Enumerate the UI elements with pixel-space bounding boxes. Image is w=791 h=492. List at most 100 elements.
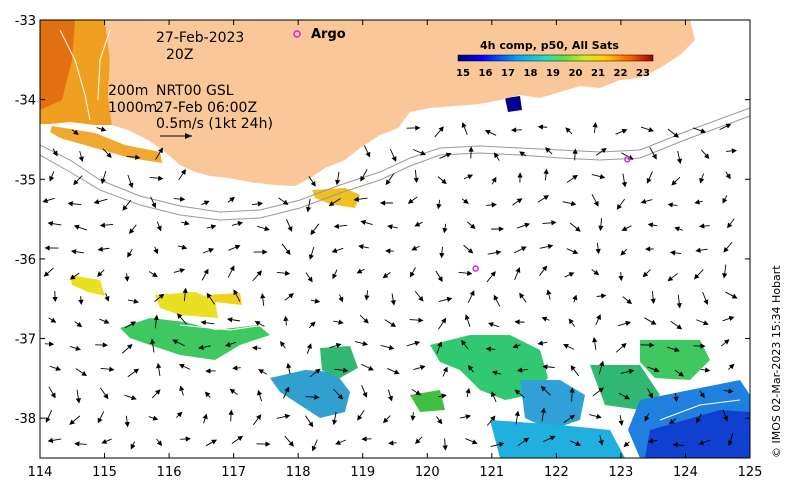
x-tick-label: 123 xyxy=(608,465,633,480)
isobath-200m xyxy=(40,107,750,213)
x-tick-label: 114 xyxy=(28,465,53,480)
current-arrow xyxy=(353,196,368,202)
current-arrow xyxy=(615,342,627,353)
current-arrow xyxy=(622,296,633,305)
current-arrow xyxy=(278,197,289,205)
sst-patch-yellow-3 xyxy=(205,293,242,305)
isobath-1000-label: 1000m xyxy=(108,100,157,116)
current-arrow xyxy=(231,221,244,227)
current-arrow xyxy=(156,221,162,232)
product-label: NRT00 GSL xyxy=(156,83,234,99)
current-arrow xyxy=(252,270,263,282)
current-arrow xyxy=(201,268,209,281)
current-arrow xyxy=(510,127,522,133)
current-arrow xyxy=(69,272,80,280)
current-arrow xyxy=(563,414,576,423)
current-arrow xyxy=(148,271,158,278)
sst-patch-blue-3 xyxy=(490,420,625,458)
scale-label: 0.5m/s (1kt 24h) xyxy=(156,116,273,132)
current-arrow xyxy=(436,341,443,354)
current-arrow xyxy=(279,341,286,349)
current-arrow xyxy=(49,171,55,182)
sst-patch-navy xyxy=(505,96,522,112)
current-arrow xyxy=(728,363,735,370)
current-arrow xyxy=(409,267,416,278)
current-arrow xyxy=(410,412,416,421)
current-arrow xyxy=(329,343,342,349)
current-arrow xyxy=(621,173,627,188)
current-arrow xyxy=(467,290,475,303)
current-arrow xyxy=(67,201,82,207)
current-arrow xyxy=(256,441,271,447)
current-arrow xyxy=(48,317,57,323)
current-arrow xyxy=(512,198,523,206)
x-tick-label: 118 xyxy=(286,465,311,480)
current-arrow xyxy=(202,413,208,424)
current-arrow xyxy=(700,149,710,160)
current-arrow xyxy=(719,123,732,131)
current-arrow xyxy=(385,173,395,186)
current-arrow xyxy=(254,321,265,327)
current-arrow xyxy=(513,246,527,254)
current-arrow xyxy=(231,435,244,444)
current-arrow xyxy=(723,241,733,253)
current-arrow xyxy=(727,218,735,229)
current-arrow xyxy=(308,175,316,187)
current-arrow xyxy=(491,370,502,376)
current-arrow xyxy=(695,247,708,253)
current-arrow xyxy=(257,225,270,232)
current-arrow xyxy=(180,436,191,442)
current-arrow xyxy=(205,439,217,447)
current-arrow xyxy=(569,440,581,446)
current-arrow xyxy=(52,148,58,157)
current-arrow xyxy=(122,199,132,211)
current-arrow xyxy=(225,341,237,347)
current-arrow xyxy=(674,226,683,232)
x-tick-label: 124 xyxy=(673,465,698,480)
current-arrow xyxy=(354,340,369,347)
current-arrow xyxy=(647,388,653,399)
isobath-white-contour xyxy=(59,29,741,421)
current-arrow xyxy=(155,147,164,160)
current-arrow xyxy=(358,244,369,250)
current-arrow xyxy=(434,126,444,138)
current-arrow xyxy=(177,244,188,250)
current-arrow xyxy=(694,199,703,205)
current-arrow xyxy=(464,314,471,327)
current-arrow xyxy=(725,291,738,299)
current-arrow xyxy=(252,414,262,426)
current-arrow xyxy=(282,386,290,399)
current-arrow xyxy=(124,415,130,428)
current-arrow xyxy=(490,441,505,448)
sst-patch-green-1 xyxy=(120,318,270,360)
current-arrow xyxy=(310,223,320,236)
current-arrow xyxy=(721,339,730,347)
current-arrow xyxy=(104,293,110,302)
current-arrow xyxy=(598,360,605,375)
current-arrow xyxy=(127,174,134,189)
current-arrow xyxy=(305,198,312,213)
y-tick-label: -33 xyxy=(15,14,36,29)
current-arrow xyxy=(173,196,186,202)
current-arrow xyxy=(539,265,548,276)
current-arrow xyxy=(512,343,521,349)
current-arrow xyxy=(251,201,264,207)
sst-patch-deep-blue xyxy=(645,410,750,458)
sst-patch-green-5 xyxy=(590,365,660,410)
current-arrow xyxy=(598,218,604,232)
current-arrow xyxy=(596,293,607,299)
current-arrow xyxy=(206,224,217,230)
current-arrow xyxy=(487,249,502,256)
current-arrow xyxy=(69,415,81,425)
current-arrow xyxy=(647,366,660,373)
current-arrow xyxy=(253,249,268,255)
current-arrow xyxy=(569,387,575,402)
current-arrow xyxy=(308,321,316,329)
x-tick-label: 122 xyxy=(544,465,569,480)
sst-patch-green-3 xyxy=(430,335,548,400)
current-arrow xyxy=(101,438,112,444)
current-arrow xyxy=(311,439,318,452)
current-arrow xyxy=(565,127,573,135)
current-arrow xyxy=(335,439,347,445)
